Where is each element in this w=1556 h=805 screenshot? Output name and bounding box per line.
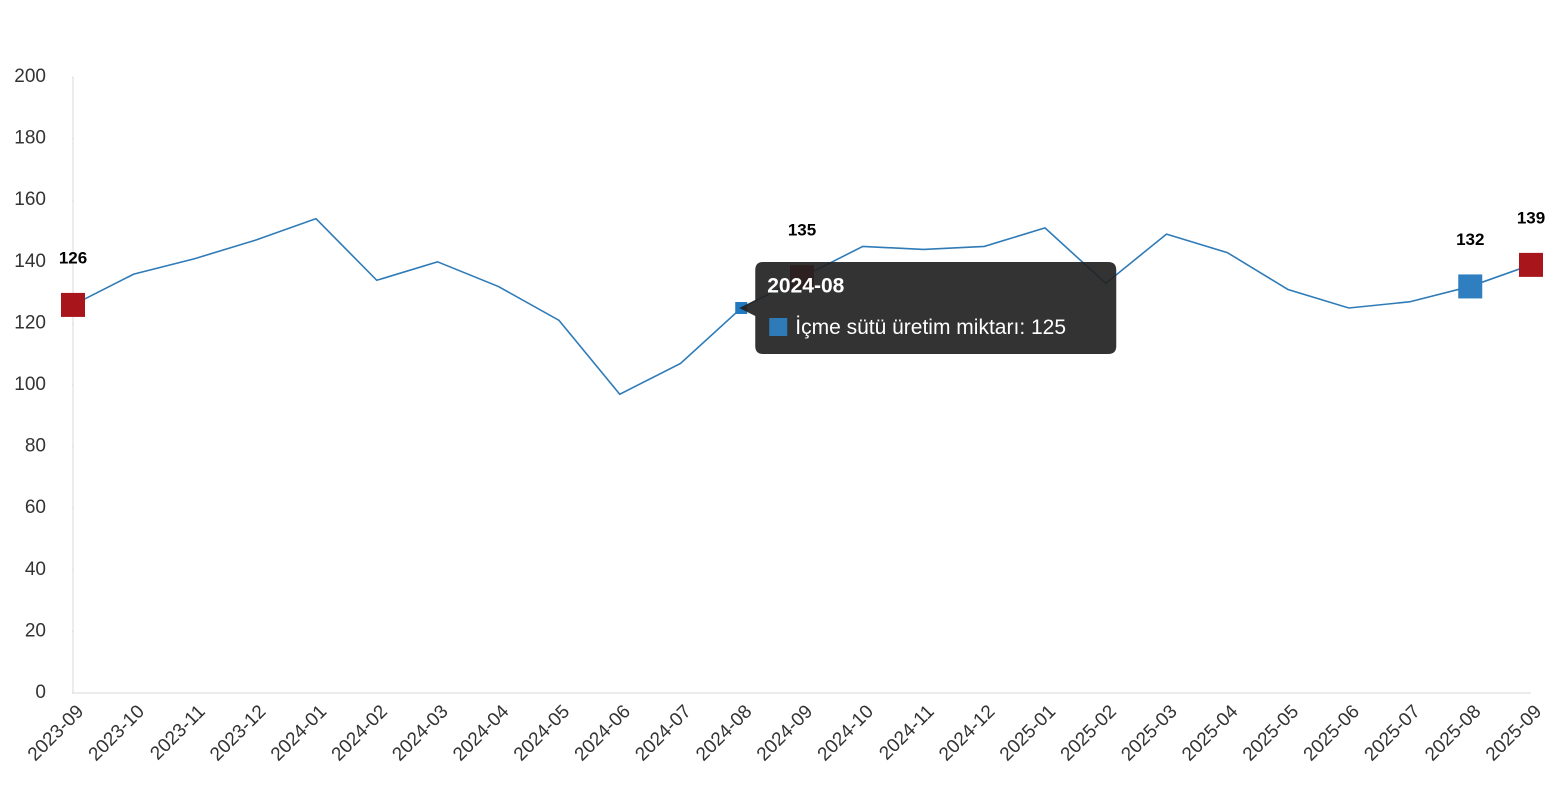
x-tick-label: 2023-12 bbox=[206, 701, 270, 765]
tooltip: 2024-08 İçme sütü üretim miktarı: 125 bbox=[739, 262, 1117, 354]
x-tick-label: 2024-09 bbox=[753, 701, 817, 765]
y-tick-label: 20 bbox=[25, 620, 46, 641]
tooltip-series-name: İçme sütü üretim miktarı bbox=[795, 316, 1019, 339]
x-tick-label: 2025-07 bbox=[1360, 701, 1424, 765]
x-tick-label: 2024-12 bbox=[935, 701, 999, 765]
x-tick-label: 2023-10 bbox=[85, 701, 149, 765]
data-label: 126 bbox=[59, 248, 87, 267]
y-tick-label: 40 bbox=[25, 559, 46, 580]
tooltip-value: 125 bbox=[1031, 316, 1066, 339]
y-tick-label: 0 bbox=[35, 682, 46, 703]
x-tick-label: 2023-11 bbox=[146, 701, 209, 764]
y-tick-label: 60 bbox=[25, 497, 46, 518]
data-label: 135 bbox=[788, 221, 816, 240]
data-label: 132 bbox=[1456, 230, 1484, 249]
x-tick-label: 2024-02 bbox=[328, 701, 392, 765]
y-tick-label: 180 bbox=[14, 128, 46, 149]
y-tick-label: 200 bbox=[14, 66, 46, 87]
y-tick-label: 120 bbox=[14, 312, 46, 333]
data-label: 139 bbox=[1517, 208, 1545, 227]
x-tick-label: 2024-03 bbox=[388, 701, 452, 765]
y-tick-label: 140 bbox=[14, 251, 46, 272]
x-tick-label: 2025-02 bbox=[1057, 701, 1121, 765]
x-tick-label: 2025-06 bbox=[1300, 701, 1364, 765]
x-tick-label: 2024-07 bbox=[631, 701, 695, 765]
point-marker[interactable] bbox=[1458, 274, 1483, 299]
tooltip-separator: : bbox=[1019, 316, 1031, 339]
y-tick-label: 160 bbox=[14, 189, 46, 210]
x-tick-label: 2024-06 bbox=[571, 701, 635, 765]
x-tick-label: 2025-05 bbox=[1239, 701, 1303, 765]
tooltip-box bbox=[739, 262, 1117, 354]
tooltip-text: İçme sütü üretim miktarı: 125 bbox=[795, 316, 1066, 339]
x-tick-label: 2024-05 bbox=[510, 701, 574, 765]
y-tick-label: 80 bbox=[25, 436, 46, 457]
tooltip-swatch bbox=[769, 318, 788, 336]
x-tick-label: 2025-04 bbox=[1178, 701, 1242, 765]
x-tick-label: 2024-08 bbox=[692, 701, 756, 765]
x-tick-label: 2023-09 bbox=[24, 701, 88, 765]
point-marker[interactable] bbox=[61, 292, 85, 317]
point-marker[interactable] bbox=[1519, 252, 1543, 277]
x-tick-label: 2024-04 bbox=[449, 701, 513, 765]
x-tick-label: 2024-01 bbox=[267, 701, 331, 765]
x-tick-label: 2025-08 bbox=[1421, 701, 1485, 765]
x-tick-label: 2024-10 bbox=[814, 701, 878, 765]
y-tick-label: 100 bbox=[14, 374, 46, 395]
tooltip-title: 2024-08 bbox=[767, 275, 844, 298]
x-tick-label: 2025-03 bbox=[1117, 701, 1181, 765]
x-tick-label: 2025-09 bbox=[1482, 701, 1546, 765]
x-tick-label: 2024-11 bbox=[875, 701, 938, 764]
x-tick-label: 2025-01 bbox=[996, 701, 1060, 765]
